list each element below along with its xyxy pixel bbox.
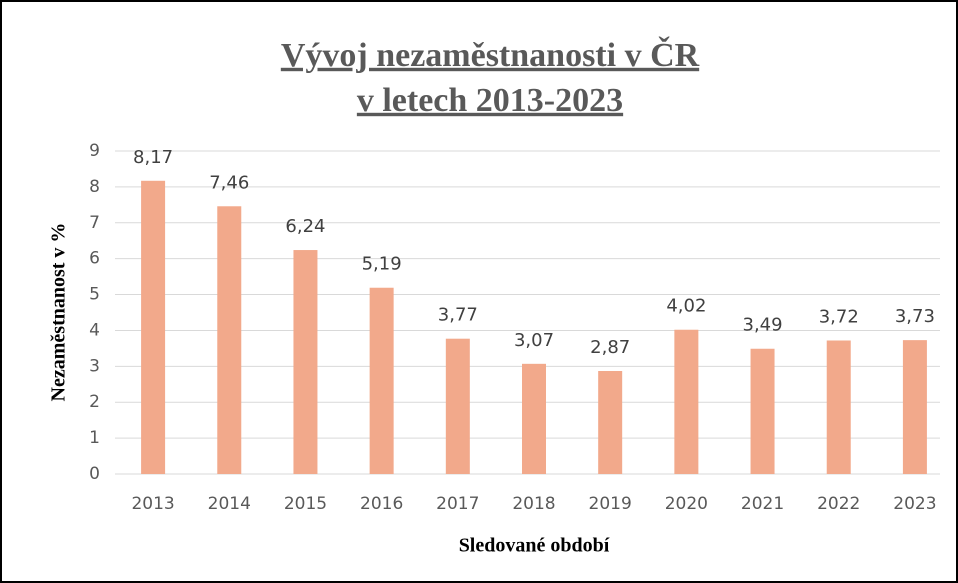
y-tick-label: 2: [89, 392, 100, 412]
bar: [750, 348, 775, 474]
x-tick-label: 2018: [512, 494, 555, 514]
x-tick-label: 2022: [817, 494, 860, 514]
y-tick-label: 8: [89, 177, 100, 197]
bar: [445, 338, 470, 474]
y-tick-label: 7: [89, 213, 100, 233]
data-label: 3,49: [743, 315, 783, 336]
y-tick-label: 6: [89, 249, 100, 269]
x-tick-label: 2015: [284, 494, 327, 514]
y-axis-title: Nezaměstnanost v %: [48, 223, 70, 402]
bar: [369, 287, 394, 474]
chart-title: Vývoj nezaměstnanosti v ČR: [281, 36, 700, 74]
y-tick-label: 1: [89, 428, 100, 448]
y-tick-label: 3: [89, 356, 100, 376]
x-tick-label: 2017: [436, 494, 479, 514]
x-tick-label: 2013: [131, 494, 174, 514]
data-label: 3,72: [819, 306, 859, 327]
data-label: 5,19: [362, 254, 402, 275]
bar: [902, 340, 927, 474]
bar: [141, 180, 166, 474]
data-label: 8,17: [133, 147, 173, 168]
bar: [826, 340, 851, 474]
data-label: 3,77: [438, 305, 478, 326]
bar: [598, 370, 623, 474]
y-tick-label: 5: [89, 285, 100, 305]
bar: [293, 250, 318, 474]
y-tick-label: 9: [89, 141, 100, 161]
x-tick-label: 2014: [208, 494, 251, 514]
y-tick-label: 4: [89, 320, 100, 340]
x-axis-title: Sledované období: [459, 535, 610, 557]
bar: [674, 329, 699, 474]
data-label: 6,24: [285, 216, 325, 237]
x-tick-label: 2016: [360, 494, 403, 514]
chart-title: v letech 2013-2023: [357, 82, 623, 119]
x-tick-label: 2019: [589, 494, 632, 514]
x-tick-label: 2021: [741, 494, 784, 514]
data-label: 3,73: [895, 306, 935, 327]
data-label: 4,02: [666, 296, 706, 317]
bar: [217, 206, 242, 474]
data-label: 7,46: [209, 172, 249, 193]
x-tick-label: 2020: [665, 494, 708, 514]
y-tick-label: 0: [89, 464, 100, 484]
data-label: 3,07: [514, 330, 554, 351]
data-label: 2,87: [590, 337, 630, 358]
x-tick-label: 2023: [893, 494, 936, 514]
bar: [522, 363, 546, 474]
